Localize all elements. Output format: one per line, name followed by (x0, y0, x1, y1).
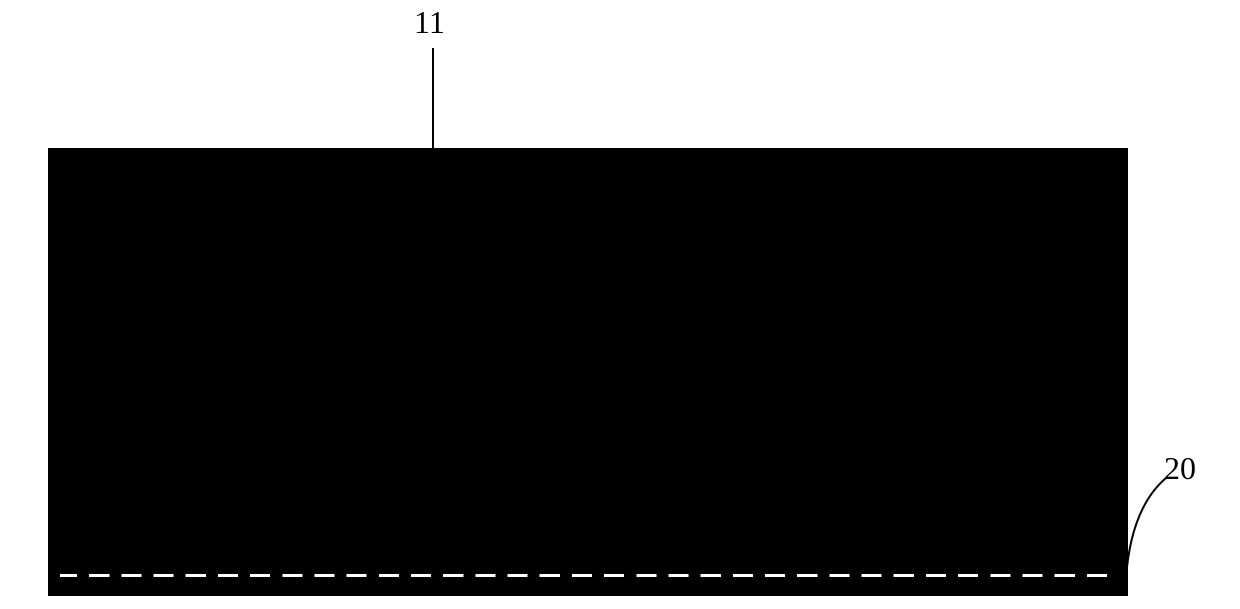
main-block-layer (48, 148, 1128, 596)
dashed-interface-line (60, 574, 1116, 577)
leader-curve-20 (1126, 478, 1176, 578)
leader-line-11 (432, 48, 434, 148)
label-11: 11 (414, 4, 445, 41)
